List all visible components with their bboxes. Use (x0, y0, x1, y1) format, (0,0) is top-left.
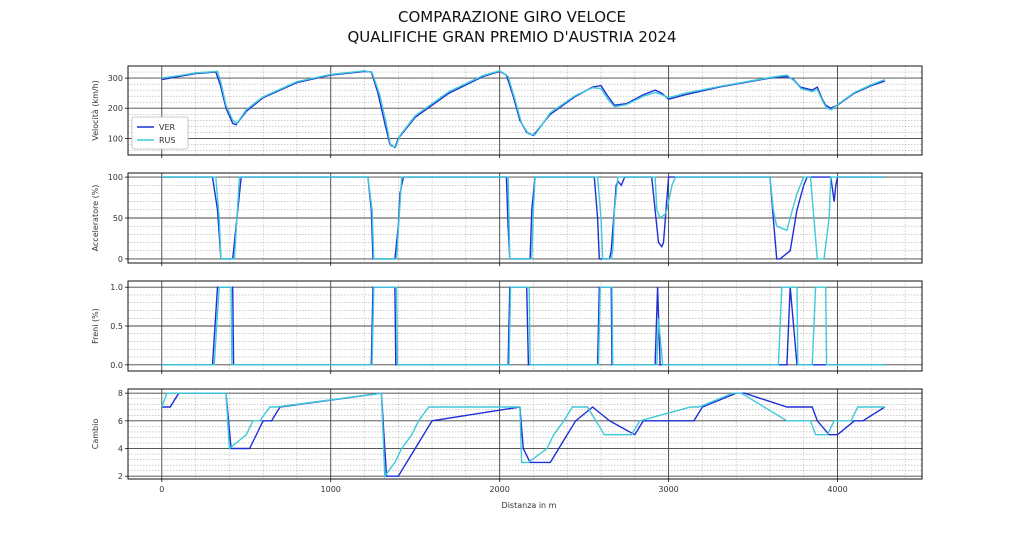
legend-box (131, 116, 189, 150)
panel-4: 2 4 6 8 0 1000 2000 3000 4000 Cambio (91, 388, 923, 494)
chart-title-line1: COMPARAZIONE GIRO VELOCE (398, 8, 626, 26)
x-tick-label: 1000 (321, 485, 341, 494)
panel-3: 0.0 0.5 1.0 Freni (%) (91, 280, 923, 374)
y-tick-label: 1.0 (110, 283, 123, 292)
series-line-ver (161, 176, 885, 260)
y-tick-label: 6 (118, 417, 123, 426)
y-tick-label: 0.5 (110, 322, 123, 331)
series-line-rus (161, 392, 885, 479)
y-tick-label: 100 (108, 173, 123, 182)
y-tick-label: 100 (108, 134, 123, 143)
legend-label-rus: RUS (159, 136, 176, 145)
x-tick-label: 2000 (489, 485, 509, 494)
y-axis-label: Freni (%) (91, 308, 100, 344)
series-line-rus (161, 176, 885, 260)
legend-label-ver: VER (159, 123, 176, 132)
y-axis-label: Acceleratore (%) (91, 185, 100, 252)
x-tick-label: 3000 (658, 485, 678, 494)
y-tick-label: 2 (118, 472, 123, 481)
legend: VER RUS (131, 116, 189, 150)
y-tick-label: 8 (118, 389, 123, 398)
panel-frame (127, 388, 923, 480)
y-axis-label: Velocità (km/h) (91, 80, 100, 141)
chart-title-line2: QUALIFICHE GRAN PREMIO D'AUSTRIA 2024 (347, 28, 676, 46)
y-tick-label: 200 (108, 104, 123, 113)
series-line-rus (161, 286, 885, 366)
x-axis-label: Distanza in m (502, 501, 557, 510)
panel-2: 0 50 100 Acceleratore (%) (91, 172, 923, 266)
chart-panels: 100 200 300 Velocità (km/h) VER RUS 0 50 100 Acce… (91, 65, 923, 494)
series-line-ver (161, 70, 886, 149)
y-tick-label: 0.0 (110, 361, 123, 370)
y-tick-label: 0 (118, 255, 123, 264)
panel-1: 100 200 300 Velocità (km/h) VER RUS (91, 65, 923, 158)
panel-frame (127, 65, 923, 156)
y-axis-label: Cambio (91, 419, 100, 450)
series-line-ver (161, 392, 886, 477)
y-tick-label: 300 (108, 74, 123, 83)
y-tick-label: 50 (113, 214, 123, 223)
x-tick-label: 4000 (827, 485, 847, 494)
x-tick-label: 0 (159, 485, 164, 494)
series-line-rus (161, 70, 886, 148)
y-tick-label: 4 (118, 445, 123, 454)
